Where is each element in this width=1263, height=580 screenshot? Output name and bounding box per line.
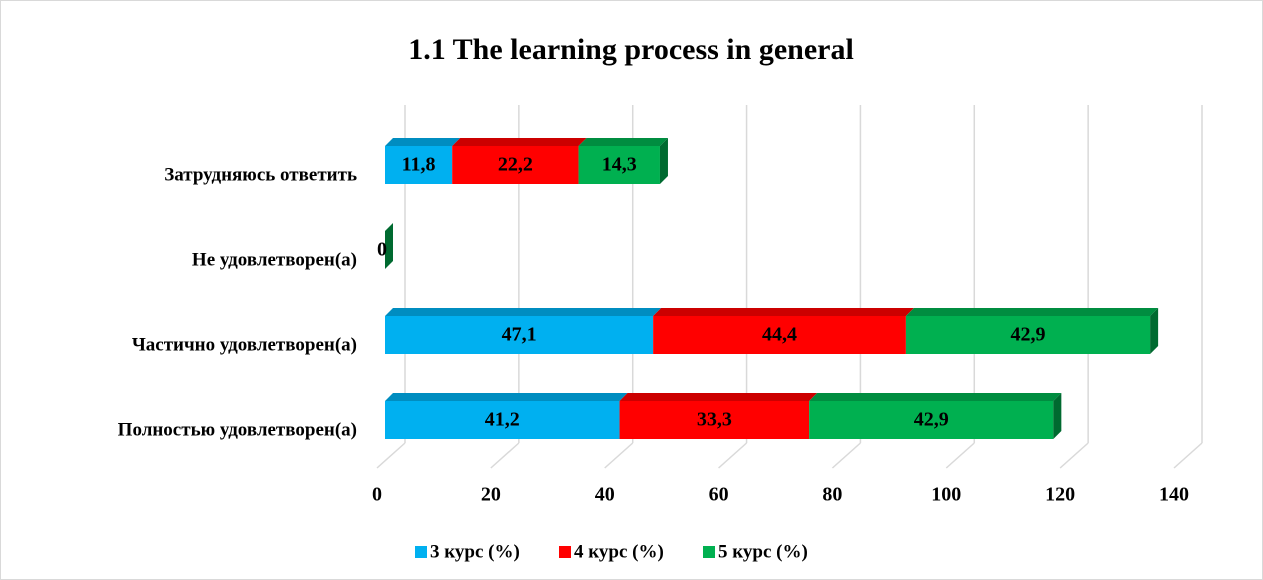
bar xyxy=(385,316,654,354)
data-label: 42,9 xyxy=(1011,324,1046,346)
bar xyxy=(385,401,620,439)
bar-side xyxy=(659,138,668,184)
legend-label: 5 курс (%) xyxy=(718,541,808,562)
grid-floor xyxy=(718,442,748,469)
data-label: 42,9 xyxy=(914,409,949,431)
bar-top xyxy=(905,308,1159,316)
y-tick-label: Не удовлетворен(а) xyxy=(192,249,357,270)
data-label: 33,3 xyxy=(697,409,732,431)
x-tick-label: 0 xyxy=(372,484,382,506)
bar-top xyxy=(385,308,662,316)
bar xyxy=(385,146,453,184)
grid-floor xyxy=(831,442,861,469)
data-label: 44,4 xyxy=(762,324,797,346)
x-tick-label: 60 xyxy=(709,484,729,506)
bar xyxy=(905,316,1151,354)
x-tick-label: 40 xyxy=(595,484,615,506)
grid-floor xyxy=(490,442,520,469)
data-label: 14,3 xyxy=(602,154,637,176)
data-label: 47,1 xyxy=(502,324,537,346)
bar-top xyxy=(578,138,668,146)
legend-label: 4 курс (%) xyxy=(574,541,664,562)
chart-title: 1.1 The learning process in general xyxy=(408,33,854,66)
bar-top xyxy=(452,138,587,146)
x-tick-label: 20 xyxy=(481,484,501,506)
data-label: 41,2 xyxy=(485,409,520,431)
bar xyxy=(809,401,1054,439)
y-tick-label: Полностью удовлетворен(а) xyxy=(118,419,357,440)
grid-floor xyxy=(376,442,406,469)
bar-top xyxy=(385,138,461,146)
bar-side xyxy=(1150,308,1159,354)
bar xyxy=(452,146,579,184)
bar-top xyxy=(653,308,914,316)
y-tick-label: Затрудняюсь ответить xyxy=(164,164,357,185)
bar-side xyxy=(385,223,393,269)
grid-floor xyxy=(1173,442,1203,469)
legend-swatch xyxy=(703,546,715,558)
data-label: 0 xyxy=(377,239,387,261)
bar-top xyxy=(385,393,628,401)
x-tick-label: 100 xyxy=(931,484,961,506)
legend-swatch xyxy=(559,546,571,558)
bar xyxy=(653,316,906,354)
grid-floor xyxy=(945,442,975,469)
x-tick-label: 120 xyxy=(1045,484,1075,506)
legend-swatch xyxy=(415,546,427,558)
bar xyxy=(619,401,810,439)
data-label: 22,2 xyxy=(498,154,533,176)
bar-side xyxy=(1053,393,1062,439)
x-tick-label: 80 xyxy=(822,484,842,506)
grid-floor xyxy=(1059,442,1089,469)
grid-floor xyxy=(604,442,634,469)
bar-top xyxy=(809,393,1062,401)
bar-top xyxy=(619,393,818,401)
x-tick-label: 140 xyxy=(1159,484,1189,506)
data-label: 11,8 xyxy=(402,154,436,176)
legend: 3 курс (%) 4 курс (%) 5 курс (%) xyxy=(415,541,808,562)
bar xyxy=(578,146,660,184)
legend-label: 3 курс (%) xyxy=(430,541,520,562)
y-tick-label: Частично удовлетворен(а) xyxy=(132,334,357,355)
